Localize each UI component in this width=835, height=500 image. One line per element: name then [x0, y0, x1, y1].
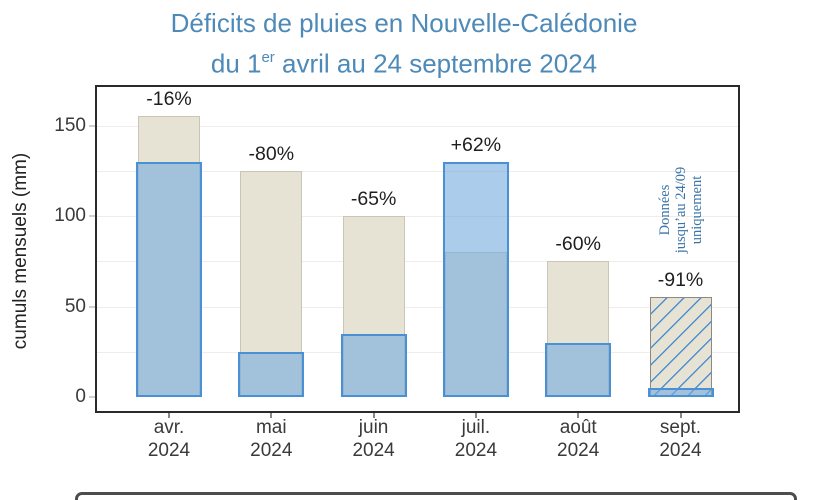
- bar-observed: [647, 387, 714, 397]
- x-tick-mark: [270, 413, 273, 418]
- y-tick-mark-150: [89, 124, 95, 127]
- y-tick-label-100: 100: [54, 205, 86, 226]
- subtitle-superscript: er: [261, 49, 275, 66]
- chart-subtitle: du 1er avril au 24 septembre 2024: [0, 41, 808, 82]
- x-tick-month: avr.: [153, 417, 185, 438]
- x-tick-month: mai: [255, 417, 287, 438]
- x-tick-year: 2024: [659, 440, 702, 461]
- gridline-100: [97, 216, 738, 217]
- x-tick-year: 2024: [352, 440, 395, 461]
- bar-reference-hatched: [649, 297, 712, 397]
- x-tick-mark: [474, 413, 477, 418]
- bar-label: -16%: [146, 88, 192, 111]
- y-tick-mark-50: [89, 305, 95, 308]
- annotation-data-note: Données jusqu’au 24/09 uniquement: [657, 144, 705, 276]
- bar-label: -91%: [657, 269, 704, 292]
- gridline-150: [97, 125, 738, 127]
- y-tick-mark-0: [89, 396, 95, 398]
- gridline-75: [97, 261, 738, 263]
- bar-label: -60%: [555, 233, 601, 256]
- gridline-25: [97, 351, 738, 353]
- x-tick-year: 2024: [454, 440, 498, 461]
- y-axis-label: cumuls mensuels (mm): [10, 152, 31, 350]
- subtitle-suffix: avril au 24 septembre 2024: [274, 48, 598, 79]
- x-tick-month: août: [559, 417, 597, 438]
- legend-box-cropped: [75, 492, 797, 500]
- annotation-line-2: jusqu’au 24/09: [673, 166, 689, 254]
- x-tick-mark: [372, 413, 375, 418]
- bar-label: -65%: [350, 188, 397, 210]
- y-tick-label-50: 50: [64, 295, 86, 317]
- subtitle-prefix: du 1: [210, 48, 262, 79]
- annotation-line-1: Données: [657, 184, 673, 236]
- bar-observed: [442, 161, 509, 397]
- x-tick-mark: [679, 413, 682, 418]
- y-tick-label-150: 150: [54, 114, 86, 136]
- x-tick-year: 2024: [557, 440, 600, 461]
- bar-observed: [545, 342, 612, 397]
- x-tick-month: juin: [358, 417, 389, 438]
- x-tick-mark: [577, 413, 580, 418]
- x-tick-month: sept.: [659, 417, 702, 438]
- bar-label: +62%: [450, 133, 502, 156]
- y-tick-label-0: 0: [75, 386, 86, 407]
- bar-observed: [340, 333, 407, 397]
- gridline-50: [97, 306, 738, 308]
- bar-observed: [238, 351, 305, 397]
- chart-title: Déficits de pluies en Nouvelle-Calédonie: [170, 8, 638, 38]
- y-tick-mark-100: [89, 215, 95, 217]
- annotation-line-3: uniquement: [689, 175, 705, 245]
- bar-label: -80%: [248, 142, 295, 165]
- bar-observed: [136, 161, 202, 397]
- title-block: Déficits de pluies en Nouvelle-Calédonie…: [0, 6, 808, 82]
- x-tick-year: 2024: [147, 440, 191, 461]
- x-tick-year: 2024: [250, 440, 293, 461]
- x-tick-month: juil.: [461, 417, 491, 438]
- gridline-125: [97, 170, 738, 172]
- x-tick-mark: [168, 413, 170, 418]
- plot-area: -16% -80% -65% +62% -60% -91%: [95, 85, 740, 413]
